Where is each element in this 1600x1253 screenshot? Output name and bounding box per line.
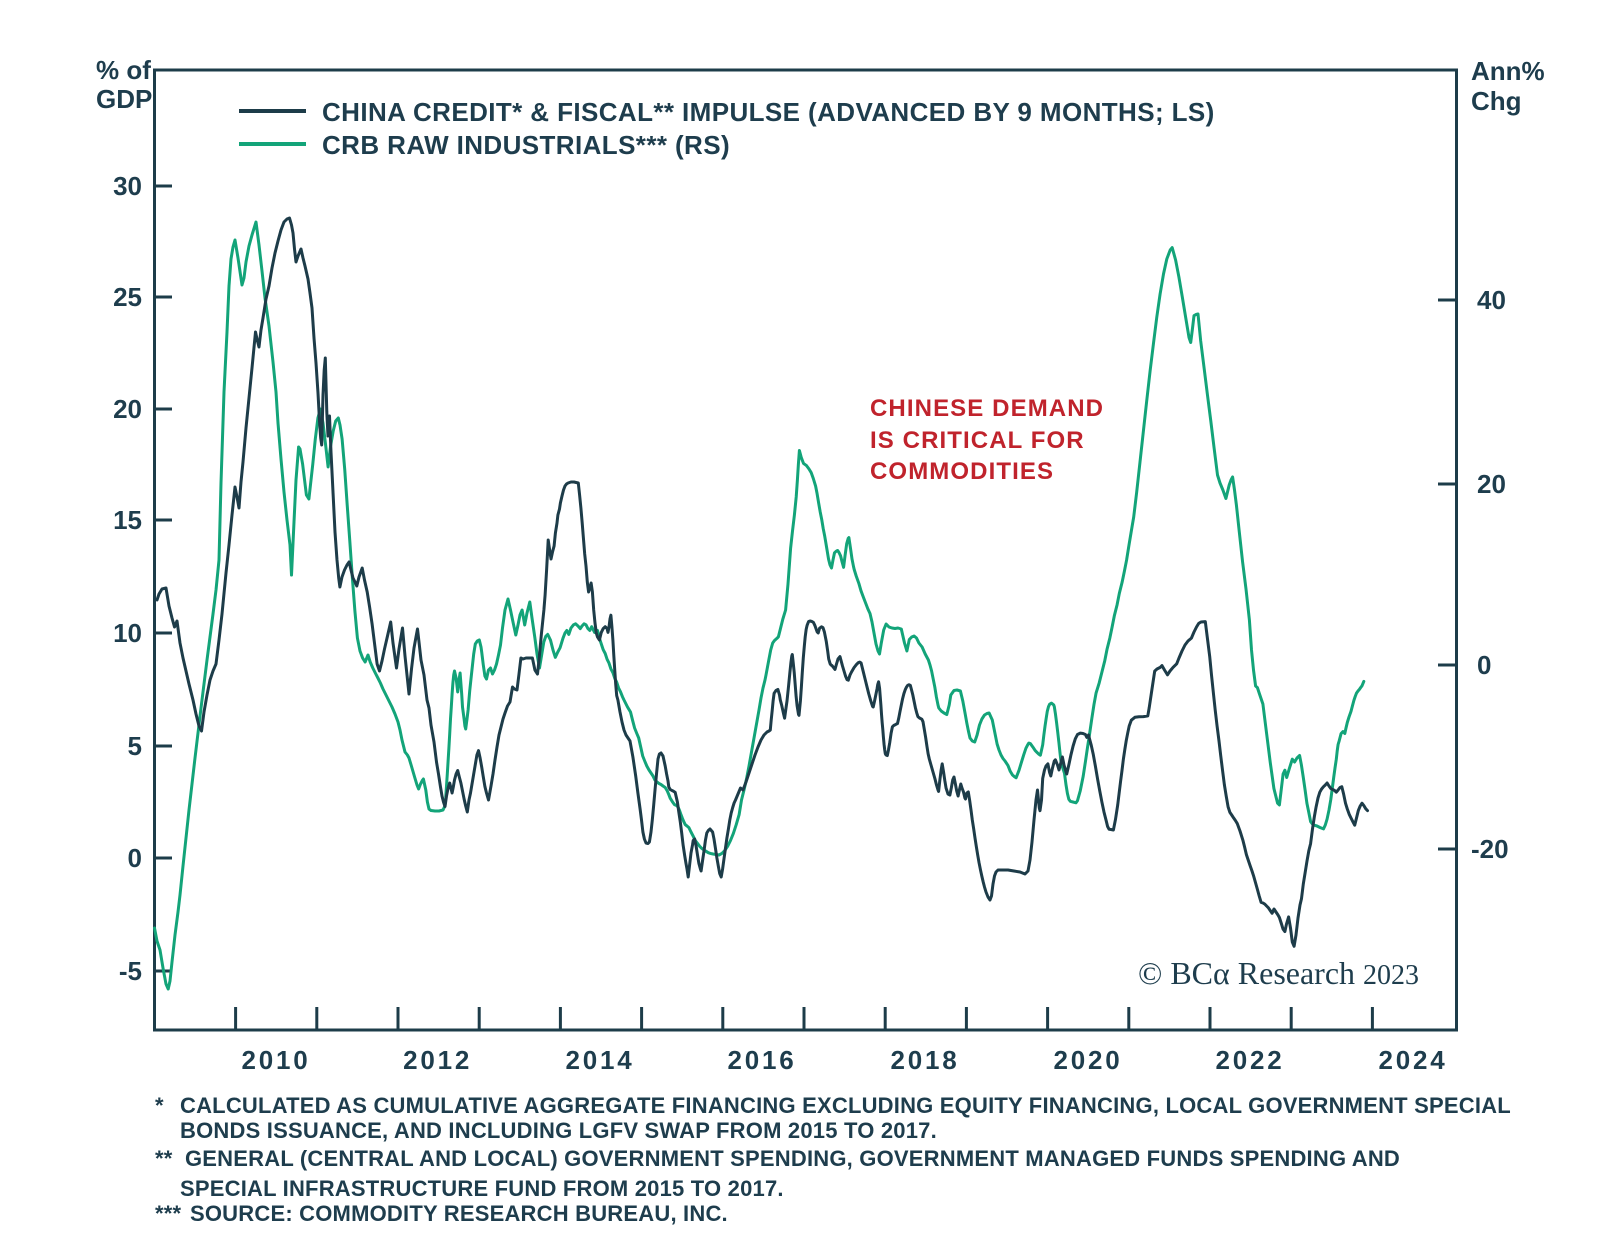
svg-text:CHINA CREDIT* & FISCAL** IMPUL: CHINA CREDIT* & FISCAL** IMPULSE (ADVANC… [322, 97, 1215, 127]
svg-text:15: 15 [113, 505, 142, 535]
svg-text:GENERAL (CENTRAL AND LOCAL) GO: GENERAL (CENTRAL AND LOCAL) GOVERNMENT S… [185, 1146, 1400, 1171]
svg-text:Ann%: Ann% [1471, 56, 1545, 86]
svg-text:CRB RAW INDUSTRIALS*** (RS): CRB RAW INDUSTRIALS*** (RS) [322, 130, 730, 160]
svg-text:Chg: Chg [1471, 86, 1522, 116]
svg-text:-20: -20 [1471, 834, 1509, 864]
svg-text:2016: 2016 [727, 1045, 796, 1075]
svg-text:0: 0 [1477, 650, 1491, 680]
svg-text:40: 40 [1477, 285, 1506, 315]
svg-text:© BCα Research 2023: © BCα Research 2023 [1138, 955, 1419, 991]
svg-text:2022: 2022 [1215, 1045, 1284, 1075]
svg-text:0: 0 [128, 843, 142, 873]
svg-text:*: * [155, 1093, 164, 1118]
svg-text:IS CRITICAL FOR: IS CRITICAL FOR [870, 427, 1085, 454]
svg-text:CALCULATED AS CUMULATIVE AGGRE: CALCULATED AS CUMULATIVE AGGREGATE FINAN… [180, 1093, 1511, 1118]
svg-text:-5: -5 [119, 956, 142, 986]
svg-text:5: 5 [128, 731, 142, 761]
svg-text:% of: % of [96, 55, 151, 85]
svg-text:2012: 2012 [403, 1045, 472, 1075]
svg-text:10: 10 [113, 618, 142, 648]
svg-text:SPECIAL INFRASTRUCTURE FUND FR: SPECIAL INFRASTRUCTURE FUND FROM 2015 TO… [180, 1176, 784, 1201]
svg-text:20: 20 [113, 394, 142, 424]
svg-text:2014: 2014 [565, 1045, 634, 1075]
svg-text:**: ** [155, 1146, 173, 1171]
svg-text:CHINESE DEMAND: CHINESE DEMAND [870, 395, 1104, 422]
svg-text:2020: 2020 [1053, 1045, 1122, 1075]
svg-text:GDP: GDP [96, 84, 152, 114]
svg-text:SOURCE: COMMODITY RESEARCH BUR: SOURCE: COMMODITY RESEARCH BUREAU, INC. [190, 1201, 728, 1226]
svg-text:***: *** [155, 1201, 182, 1226]
svg-text:2010: 2010 [241, 1045, 310, 1075]
svg-text:COMMODITIES: COMMODITIES [870, 458, 1054, 485]
svg-text:2024: 2024 [1378, 1045, 1447, 1075]
svg-text:30: 30 [113, 171, 142, 201]
svg-text:20: 20 [1477, 469, 1506, 499]
svg-text:BONDS ISSUANCE, AND INCLUDING: BONDS ISSUANCE, AND INCLUDING LGFV SWAP … [180, 1118, 937, 1143]
svg-text:25: 25 [113, 282, 142, 312]
svg-text:2018: 2018 [890, 1045, 959, 1075]
